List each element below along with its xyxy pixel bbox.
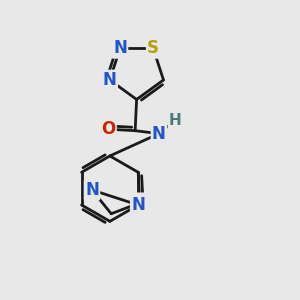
Text: S: S [147, 39, 159, 57]
Text: N: N [152, 125, 166, 143]
Text: N: N [133, 194, 147, 212]
Text: N: N [103, 71, 117, 89]
Text: O: O [101, 120, 116, 138]
Text: H: H [168, 113, 181, 128]
Text: N: N [131, 196, 145, 214]
Text: N: N [113, 39, 127, 57]
Text: N: N [85, 181, 99, 199]
